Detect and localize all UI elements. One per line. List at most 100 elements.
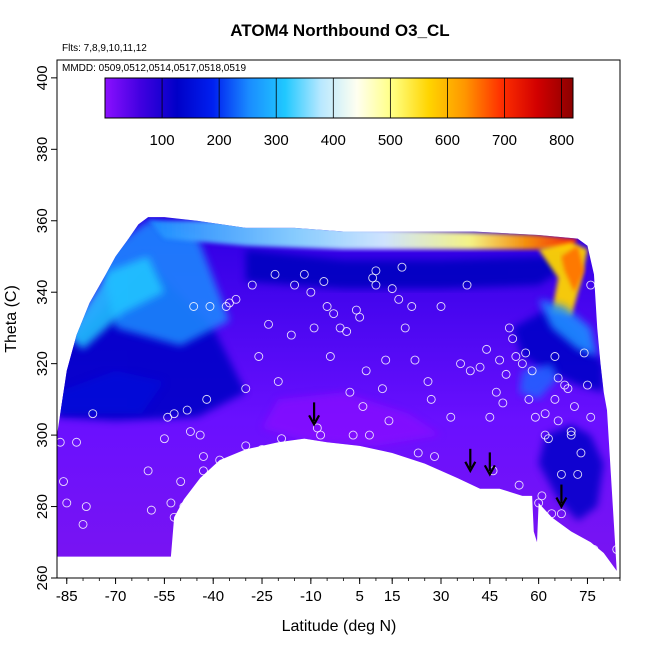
observation-point bbox=[482, 344, 492, 354]
observation-point bbox=[475, 362, 485, 372]
y-tick-label: 400 bbox=[34, 65, 51, 90]
x-tick-label: 15 bbox=[384, 588, 401, 605]
observation-markers bbox=[55, 262, 622, 569]
observation-point bbox=[514, 480, 524, 490]
observation-point bbox=[527, 366, 537, 376]
colorbar-tick-label: 300 bbox=[264, 132, 289, 149]
x-tick-label: 30 bbox=[433, 588, 450, 605]
observation-point bbox=[462, 280, 472, 290]
observation-point bbox=[556, 469, 566, 479]
x-tick-label: -40 bbox=[202, 588, 224, 605]
observation-point bbox=[498, 398, 508, 408]
x-tick-label: 45 bbox=[481, 588, 498, 605]
observation-point bbox=[202, 394, 212, 404]
observation-point bbox=[364, 430, 374, 440]
observation-point bbox=[511, 352, 521, 361]
observation-point bbox=[576, 448, 586, 458]
observation-point bbox=[342, 327, 352, 336]
observation-point bbox=[159, 434, 169, 444]
plot-area: MMDD: 0509,0512,0514,0517,0518,0519 bbox=[55, 59, 622, 579]
field-ozone-north-edge bbox=[538, 299, 598, 357]
observation-point bbox=[413, 448, 423, 458]
observation-point bbox=[72, 437, 81, 447]
field-band-north-low bbox=[538, 424, 604, 521]
plot-frame bbox=[56, 59, 621, 579]
arrow-marker bbox=[555, 484, 568, 509]
observation-point bbox=[423, 377, 433, 386]
observation-point bbox=[566, 430, 576, 440]
observation-point bbox=[495, 355, 505, 365]
x-tick-label: -25 bbox=[251, 588, 273, 605]
observation-point bbox=[322, 302, 332, 311]
observation-point bbox=[241, 441, 251, 451]
observation-point bbox=[231, 294, 241, 304]
colorbar: 100 200 300 400 500 600 700 800 bbox=[104, 77, 574, 149]
y-tick-label: 340 bbox=[34, 280, 51, 305]
y-tick-label: 260 bbox=[34, 565, 51, 590]
colorbar-tick-label: 200 bbox=[207, 132, 232, 149]
observation-point bbox=[176, 477, 186, 486]
colorbar-tick-label: 700 bbox=[492, 132, 517, 149]
observation-point bbox=[368, 273, 378, 283]
observation-point bbox=[387, 284, 397, 294]
observation-point bbox=[88, 409, 98, 419]
x-tick-label: -55 bbox=[154, 588, 176, 605]
observation-point bbox=[446, 412, 456, 422]
observation-point bbox=[348, 430, 358, 440]
observation-point bbox=[319, 277, 329, 286]
observation-point bbox=[247, 280, 257, 290]
observation-point bbox=[179, 502, 189, 512]
observation-point bbox=[491, 387, 501, 397]
observation-point bbox=[530, 412, 540, 422]
observation-point bbox=[579, 348, 589, 358]
field-strato-top bbox=[148, 220, 578, 250]
observation-point bbox=[358, 402, 368, 411]
observation-point bbox=[573, 469, 583, 479]
x-tick-label: -70 bbox=[105, 588, 127, 605]
x-tick-label: -10 bbox=[300, 588, 322, 605]
observation-point bbox=[569, 402, 579, 411]
colorbar-tick-label: 100 bbox=[150, 132, 175, 149]
observation-point bbox=[169, 512, 179, 522]
observation-point bbox=[556, 509, 566, 519]
field-band-west-low bbox=[57, 370, 165, 414]
colorbar-tick-label: 600 bbox=[435, 132, 460, 149]
field-purple-core bbox=[262, 392, 442, 446]
observation-point bbox=[325, 352, 335, 361]
observation-point bbox=[400, 323, 410, 333]
observation-point bbox=[586, 412, 596, 422]
observation-point bbox=[198, 466, 208, 476]
observation-point bbox=[257, 444, 267, 454]
observation-point bbox=[59, 477, 68, 486]
y-tick-label: 320 bbox=[34, 351, 51, 376]
observation-point bbox=[397, 262, 407, 272]
colorbar-tick-label: 400 bbox=[321, 132, 346, 149]
observation-point bbox=[547, 509, 557, 519]
observation-point bbox=[306, 287, 316, 297]
observation-point bbox=[377, 384, 387, 394]
observation-point bbox=[290, 280, 300, 290]
x-tick-label: 60 bbox=[530, 588, 547, 605]
observation-point bbox=[456, 359, 465, 369]
observation-point bbox=[465, 366, 475, 376]
field-band-north bbox=[512, 310, 604, 393]
y-axis-label: Theta (C) bbox=[3, 285, 20, 353]
observation-point bbox=[583, 380, 592, 390]
field-band-top bbox=[245, 249, 585, 289]
observation-point bbox=[550, 394, 560, 404]
observation-point bbox=[553, 416, 563, 426]
observation-point bbox=[169, 409, 179, 419]
observation-point bbox=[371, 266, 381, 276]
observation-point bbox=[524, 394, 534, 404]
colorbar-tick-label: 500 bbox=[378, 132, 403, 149]
observation-point bbox=[241, 384, 251, 394]
observation-point bbox=[504, 323, 514, 333]
arrow-marker bbox=[464, 448, 477, 474]
observation-point bbox=[299, 269, 309, 279]
observation-point bbox=[205, 302, 215, 311]
observation-point bbox=[553, 373, 563, 383]
observation-point bbox=[215, 455, 225, 465]
observation-point bbox=[312, 423, 322, 433]
observation-point bbox=[55, 437, 65, 447]
